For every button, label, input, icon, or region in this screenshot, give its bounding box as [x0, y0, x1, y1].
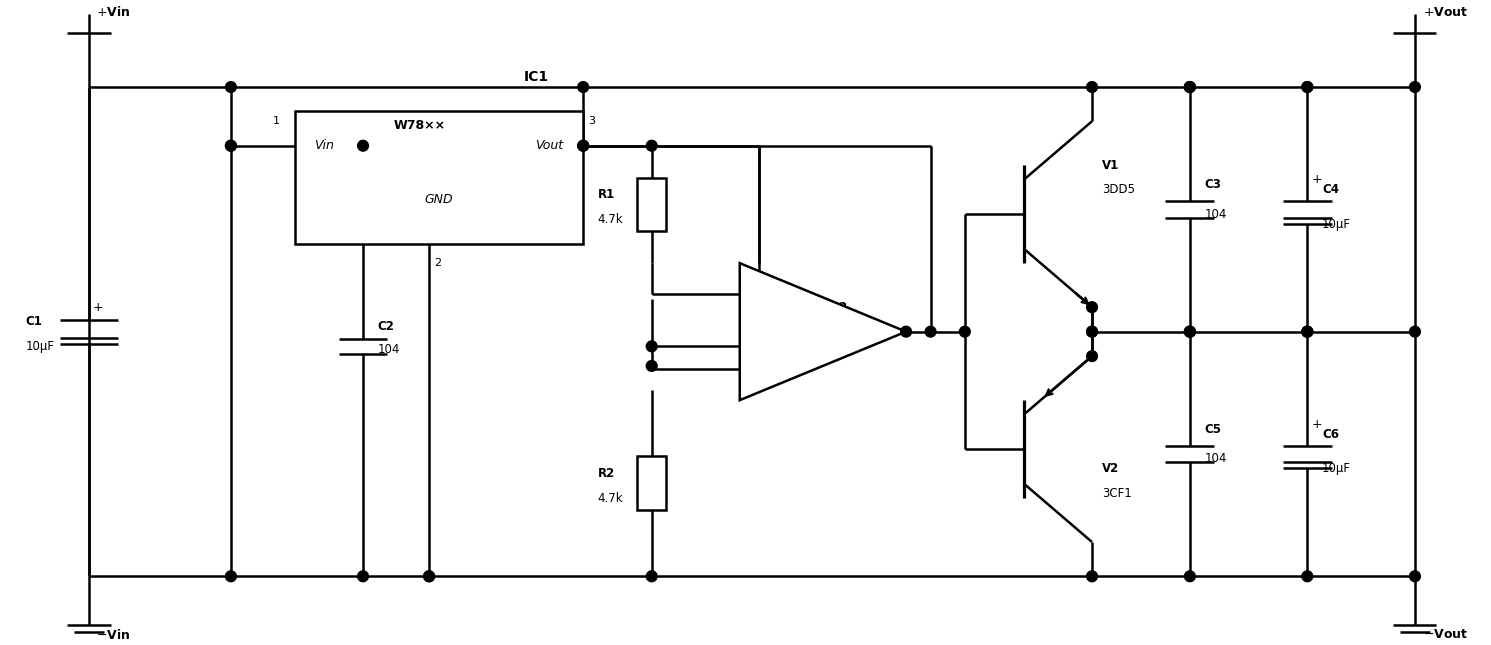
Text: 2: 2: [434, 258, 441, 268]
Circle shape: [1087, 302, 1097, 313]
Text: 3DD5: 3DD5: [1102, 183, 1135, 196]
Text: 104: 104: [377, 342, 400, 356]
Circle shape: [926, 326, 936, 337]
Circle shape: [1087, 326, 1097, 337]
Text: +: +: [1311, 174, 1323, 186]
Text: GND: GND: [425, 193, 453, 206]
Circle shape: [1302, 326, 1312, 337]
Text: 104: 104: [1205, 208, 1227, 221]
Bar: [295, 112, 583, 244]
Circle shape: [1087, 571, 1097, 582]
Text: Vout: Vout: [535, 139, 564, 152]
Circle shape: [646, 341, 658, 352]
Text: C5: C5: [1205, 423, 1221, 436]
Text: IC1: IC1: [525, 70, 549, 84]
Text: V1: V1: [1102, 159, 1120, 172]
Circle shape: [1184, 82, 1196, 92]
Circle shape: [646, 571, 658, 582]
Text: 3: 3: [587, 116, 595, 126]
Circle shape: [358, 141, 368, 151]
Text: 10μF: 10μF: [1323, 462, 1351, 475]
Text: +: +: [92, 301, 103, 313]
Text: $+$Vin: $+$Vin: [95, 5, 130, 19]
Circle shape: [579, 141, 589, 151]
Text: R2: R2: [598, 467, 616, 480]
Text: C6: C6: [1323, 428, 1339, 441]
Circle shape: [1302, 326, 1312, 337]
Text: $-$: $-$: [765, 286, 777, 301]
Text: 10μF: 10μF: [1323, 217, 1351, 230]
Circle shape: [1184, 326, 1196, 337]
Text: C3: C3: [1205, 179, 1221, 192]
Bar: [637, 457, 666, 510]
Text: C1: C1: [25, 315, 42, 328]
Circle shape: [646, 141, 658, 151]
Circle shape: [358, 571, 368, 582]
Circle shape: [959, 326, 971, 337]
Circle shape: [1409, 82, 1421, 92]
Text: 4.7k: 4.7k: [598, 213, 623, 226]
Circle shape: [1184, 326, 1196, 337]
Text: 3CF1: 3CF1: [1102, 486, 1132, 500]
Text: 10μF: 10μF: [25, 340, 54, 353]
Circle shape: [1087, 326, 1097, 337]
Circle shape: [225, 141, 236, 151]
Text: F007: F007: [823, 340, 851, 353]
Circle shape: [1302, 82, 1312, 92]
Text: 1: 1: [273, 116, 280, 126]
Circle shape: [579, 141, 589, 151]
Circle shape: [225, 571, 236, 582]
Text: C2: C2: [377, 321, 395, 333]
Circle shape: [1302, 571, 1312, 582]
Circle shape: [1087, 82, 1097, 92]
Text: $+$: $+$: [765, 362, 777, 377]
Circle shape: [1409, 571, 1421, 582]
Text: V2: V2: [1102, 462, 1120, 475]
Text: R1: R1: [598, 188, 616, 201]
Text: $+$Vout: $+$Vout: [1422, 6, 1469, 19]
Circle shape: [423, 571, 434, 582]
Circle shape: [1184, 326, 1196, 337]
Text: W78××: W78××: [394, 119, 446, 132]
Circle shape: [1184, 82, 1196, 92]
Circle shape: [1184, 571, 1196, 582]
Text: C4: C4: [1323, 183, 1339, 196]
Text: IC2: IC2: [828, 301, 848, 313]
Bar: [637, 177, 666, 232]
Circle shape: [901, 326, 911, 337]
Text: 4.7k: 4.7k: [598, 491, 623, 504]
Circle shape: [1302, 82, 1312, 92]
Circle shape: [1184, 82, 1196, 92]
Text: +: +: [1311, 418, 1323, 431]
Circle shape: [579, 82, 589, 92]
Circle shape: [1409, 326, 1421, 337]
Circle shape: [225, 141, 236, 151]
Polygon shape: [740, 263, 907, 400]
Circle shape: [646, 361, 658, 372]
Circle shape: [1302, 326, 1312, 337]
Text: $-$Vin: $-$Vin: [95, 628, 130, 642]
Text: 104: 104: [1205, 452, 1227, 465]
Circle shape: [225, 82, 236, 92]
Circle shape: [423, 571, 434, 582]
Text: Vin: Vin: [315, 139, 334, 152]
Circle shape: [1087, 351, 1097, 361]
Text: $-$Vout: $-$Vout: [1422, 628, 1469, 641]
